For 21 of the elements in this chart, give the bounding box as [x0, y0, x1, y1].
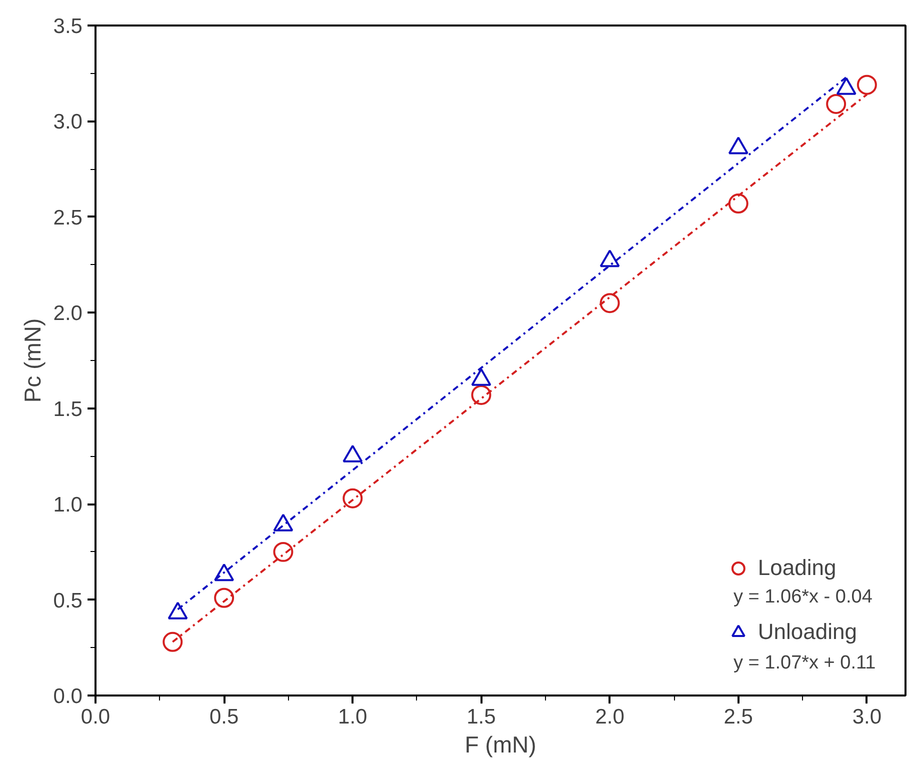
x-tick-label: 0.5 [209, 706, 239, 728]
x-tick-label: 1.0 [338, 706, 368, 728]
x-tick-label: 2.0 [595, 706, 624, 728]
y-tick-label: 3.0 [53, 110, 83, 134]
y-tick-label: 3.5 [53, 15, 83, 38]
annotation: y = 1.06*x - 0.04 [734, 586, 873, 608]
x-tick-label: 2.5 [724, 706, 753, 728]
y-tick-label: 0.0 [53, 685, 83, 708]
y-tick-label: 2.0 [53, 302, 83, 326]
x-tick-label: 1.5 [466, 706, 496, 728]
annotation: y = 1.07*x + 0.11 [734, 652, 876, 674]
y-tick-label: 1.5 [53, 398, 83, 421]
x-tick-label: 3.0 [852, 706, 882, 728]
legend-label: Loading [758, 555, 836, 581]
y-tick-label: 0.5 [53, 589, 83, 612]
legend-label: Unloading [758, 619, 857, 645]
y-axis-title: Pc (mN) [19, 318, 46, 403]
y-tick-label: 1.0 [53, 494, 83, 517]
y-tick-label: 2.5 [53, 206, 83, 230]
x-axis-title: F (mN) [464, 732, 536, 758]
x-tick-label: 0.0 [80, 706, 110, 728]
